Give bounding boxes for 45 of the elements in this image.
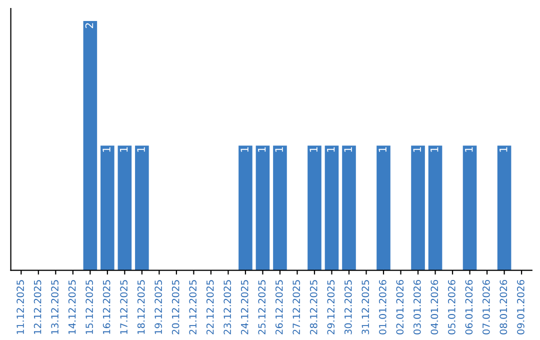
x-tick-label: 22.12.2025 — [206, 280, 214, 334]
x-tick-label: 08.01.2026 — [500, 280, 508, 334]
x-tick-label: 31.12.2025 — [362, 280, 370, 334]
data-label: 1 — [344, 147, 352, 152]
x-tick-label: 26.12.2025 — [275, 280, 283, 334]
x-tick-label: 16.12.2025 — [102, 280, 110, 334]
data-label: 1 — [240, 147, 248, 152]
x-tick-label: 06.01.2026 — [465, 280, 473, 334]
data-label: 1 — [102, 147, 110, 152]
data-label: 1 — [310, 147, 318, 152]
x-tick-label: 09.01.2026 — [517, 280, 524, 334]
x-tick-label: 19.12.2025 — [154, 280, 162, 334]
x-tick-label: 15.12.2025 — [86, 280, 93, 334]
data-label: 1 — [275, 147, 283, 152]
x-tick-label: 28.12.2025 — [310, 280, 318, 334]
x-tick-label: 02.01.2026 — [396, 280, 404, 334]
x-tick-label: 30.12.2025 — [344, 280, 352, 334]
x-tick-label: 05.01.2026 — [448, 280, 456, 334]
x-tick-label: 29.12.2025 — [327, 280, 335, 334]
x-tick-label: 23.12.2025 — [224, 280, 232, 334]
data-label: 1 — [430, 147, 438, 152]
x-tick-label: 24.12.2025 — [240, 280, 248, 334]
x-tick-label: 18.12.2025 — [137, 280, 145, 334]
data-label: 1 — [258, 147, 266, 152]
data-label: 1 — [327, 147, 335, 152]
data-label: 1 — [378, 147, 386, 152]
data-label: 1 — [413, 147, 421, 152]
data-label: 1 — [500, 147, 508, 152]
x-tick-label: 01.01.2026 — [378, 280, 386, 334]
x-tick-label: 20.12.2025 — [172, 280, 180, 334]
x-tick-label: 03.01.2026 — [413, 280, 421, 334]
x-tick-label: 04.01.2026 — [430, 280, 438, 334]
x-tick-label: 07.01.2026 — [482, 280, 490, 334]
data-label: 2 — [85, 23, 94, 28]
x-tick-label: 11.12.2025 — [16, 280, 24, 334]
x-tick-label: 17.12.2025 — [120, 280, 128, 334]
data-label: 1 — [120, 147, 128, 152]
x-tick-label: 25.12.2025 — [258, 280, 266, 334]
data-label: 1 — [137, 147, 145, 152]
x-tick-label: 27.12.2025 — [292, 280, 300, 334]
x-tick-label: 12.12.2025 — [34, 280, 42, 334]
x-tick-label: 13.12.2025 — [51, 280, 58, 334]
x-tick-label: 21.12.2025 — [189, 280, 197, 334]
x-tick-label: 14.12.2025 — [68, 280, 76, 334]
data-label: 1 — [465, 147, 473, 152]
